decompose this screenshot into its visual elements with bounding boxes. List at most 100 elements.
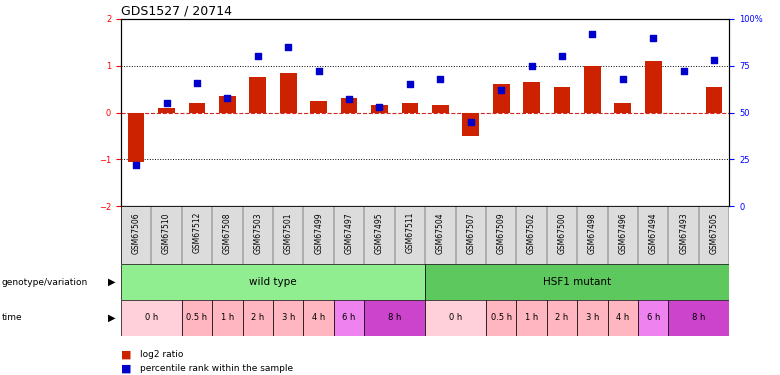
Bar bbox=[364, 300, 425, 336]
Text: GSM67507: GSM67507 bbox=[466, 212, 475, 254]
Text: GSM67502: GSM67502 bbox=[527, 212, 536, 254]
Text: GSM67508: GSM67508 bbox=[223, 212, 232, 254]
Point bbox=[191, 80, 204, 86]
Text: 0 h: 0 h bbox=[145, 314, 158, 322]
Bar bbox=[250, 77, 266, 112]
Text: GSM67501: GSM67501 bbox=[284, 212, 292, 254]
Point bbox=[374, 104, 386, 110]
Text: GSM67506: GSM67506 bbox=[132, 212, 140, 254]
Point bbox=[404, 81, 417, 87]
Bar bbox=[493, 84, 509, 112]
Text: 8 h: 8 h bbox=[692, 314, 706, 322]
Point bbox=[678, 68, 690, 74]
Text: log2 ratio: log2 ratio bbox=[140, 350, 184, 359]
Text: 0.5 h: 0.5 h bbox=[491, 314, 512, 322]
Text: percentile rank within the sample: percentile rank within the sample bbox=[140, 364, 293, 373]
Point bbox=[129, 162, 143, 168]
Point bbox=[495, 87, 508, 93]
Text: GDS1527 / 20714: GDS1527 / 20714 bbox=[121, 4, 232, 18]
Bar bbox=[182, 300, 212, 336]
Text: wild type: wild type bbox=[249, 277, 297, 287]
Bar bbox=[425, 264, 729, 300]
Bar bbox=[158, 108, 175, 112]
Point bbox=[708, 57, 721, 63]
Bar bbox=[121, 206, 729, 264]
Text: 0.5 h: 0.5 h bbox=[186, 314, 207, 322]
Bar bbox=[121, 264, 425, 300]
Bar bbox=[432, 105, 448, 112]
Text: 8 h: 8 h bbox=[388, 314, 402, 322]
Bar bbox=[341, 99, 357, 112]
Bar bbox=[212, 300, 243, 336]
Text: GSM67510: GSM67510 bbox=[162, 212, 171, 254]
Text: GSM67505: GSM67505 bbox=[710, 212, 718, 254]
Text: GSM67509: GSM67509 bbox=[497, 212, 505, 254]
Text: 0 h: 0 h bbox=[449, 314, 462, 322]
Point bbox=[587, 31, 599, 37]
Bar bbox=[486, 300, 516, 336]
Bar bbox=[334, 300, 364, 336]
Bar bbox=[668, 300, 729, 336]
Bar bbox=[243, 300, 273, 336]
Bar bbox=[121, 300, 182, 336]
Text: GSM67495: GSM67495 bbox=[375, 212, 384, 254]
Bar bbox=[463, 112, 479, 136]
Text: ▶: ▶ bbox=[108, 277, 115, 287]
Text: GSM67494: GSM67494 bbox=[649, 212, 658, 254]
Point bbox=[252, 53, 264, 59]
Text: 4 h: 4 h bbox=[312, 314, 325, 322]
Bar bbox=[608, 300, 638, 336]
Text: GSM67500: GSM67500 bbox=[558, 212, 566, 254]
Bar bbox=[402, 103, 418, 112]
Bar bbox=[547, 300, 577, 336]
Bar bbox=[310, 101, 327, 112]
Point bbox=[282, 44, 295, 50]
Bar bbox=[638, 300, 668, 336]
Bar bbox=[273, 300, 303, 336]
Point bbox=[647, 34, 660, 40]
Text: GSM67493: GSM67493 bbox=[679, 212, 688, 254]
Bar bbox=[584, 66, 601, 112]
Text: 1 h: 1 h bbox=[525, 314, 538, 322]
Text: GSM67504: GSM67504 bbox=[436, 212, 445, 254]
Bar bbox=[645, 61, 661, 112]
Text: 1 h: 1 h bbox=[221, 314, 234, 322]
Point bbox=[313, 68, 325, 74]
Point bbox=[617, 76, 629, 82]
Text: 6 h: 6 h bbox=[342, 314, 356, 322]
Text: ■: ■ bbox=[121, 363, 131, 373]
Bar bbox=[516, 300, 547, 336]
Text: HSF1 mutant: HSF1 mutant bbox=[543, 277, 612, 287]
Text: 3 h: 3 h bbox=[282, 314, 295, 322]
Bar bbox=[128, 112, 144, 162]
Point bbox=[465, 119, 477, 125]
Text: 2 h: 2 h bbox=[251, 314, 264, 322]
Text: GSM67497: GSM67497 bbox=[345, 212, 353, 254]
Text: GSM67511: GSM67511 bbox=[406, 212, 414, 254]
Bar bbox=[219, 96, 236, 112]
Point bbox=[222, 94, 234, 100]
Text: ▶: ▶ bbox=[108, 313, 115, 323]
Text: GSM67512: GSM67512 bbox=[193, 212, 201, 254]
Point bbox=[434, 76, 447, 82]
Text: GSM67498: GSM67498 bbox=[588, 212, 597, 254]
Bar bbox=[577, 300, 608, 336]
Bar bbox=[425, 300, 486, 336]
Bar bbox=[371, 105, 388, 112]
Text: 4 h: 4 h bbox=[616, 314, 629, 322]
Bar bbox=[189, 103, 205, 112]
Point bbox=[161, 100, 173, 106]
Bar bbox=[554, 87, 570, 112]
Point bbox=[526, 63, 538, 69]
Text: genotype/variation: genotype/variation bbox=[2, 278, 88, 286]
Text: 3 h: 3 h bbox=[586, 314, 599, 322]
Text: time: time bbox=[2, 314, 22, 322]
Bar bbox=[280, 73, 296, 112]
Text: GSM67503: GSM67503 bbox=[254, 212, 262, 254]
Text: GSM67499: GSM67499 bbox=[314, 212, 323, 254]
Bar bbox=[523, 82, 540, 112]
Text: GSM67496: GSM67496 bbox=[619, 212, 627, 254]
Point bbox=[556, 53, 569, 59]
Bar bbox=[706, 87, 722, 112]
Text: 6 h: 6 h bbox=[647, 314, 660, 322]
